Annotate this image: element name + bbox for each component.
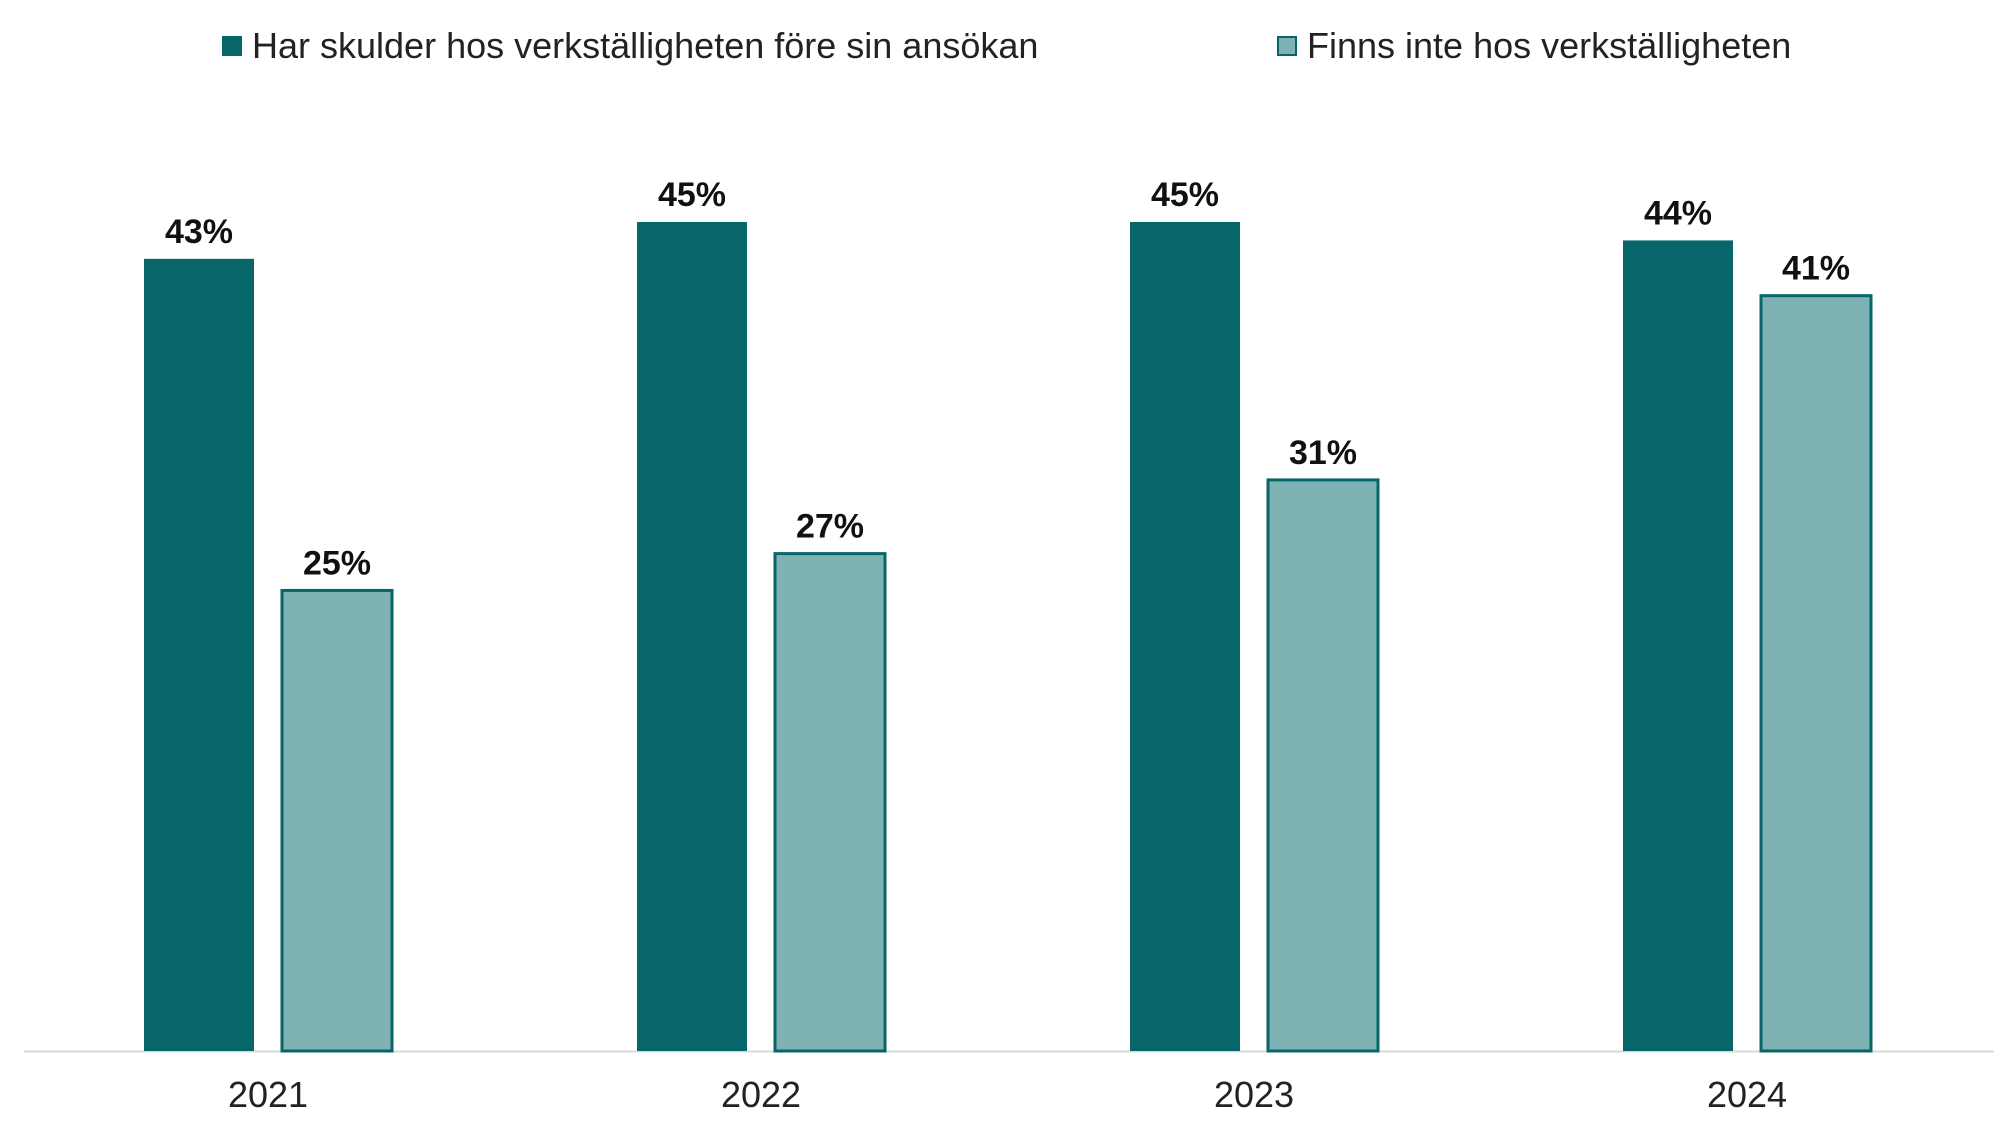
x-tick-label-2022: 2022 — [721, 1074, 801, 1115]
legend-label-series-2: Finns inte hos verkställigheten — [1307, 25, 1792, 66]
data-label-series-1-2021: 43% — [165, 213, 233, 251]
legend-swatch-series-2 — [1277, 36, 1297, 56]
data-label-series-2-2022: 27% — [796, 508, 864, 546]
data-label-series-2-2023: 31% — [1289, 434, 1357, 472]
x-tick-label-2024: 2024 — [1707, 1074, 1787, 1115]
data-label-series-2-2021: 25% — [303, 544, 371, 582]
data-label-series-1-2024: 44% — [1644, 194, 1712, 232]
legend-label-series-1: Har skulder hos verkställigheten före si… — [252, 25, 1039, 66]
bar-series-2-2021 — [280, 588, 394, 1053]
bar-series-2-2023 — [1266, 478, 1380, 1053]
bar-series-1-2023 — [1130, 222, 1240, 1051]
data-label-series-1-2022: 45% — [658, 176, 726, 214]
x-tick-label-2023: 2023 — [1214, 1074, 1294, 1115]
data-label-series-1-2023: 45% — [1151, 176, 1219, 214]
bar-series-2-2024 — [1759, 294, 1873, 1053]
x-tick-label-2021: 2021 — [228, 1074, 308, 1115]
legend: Har skulder hos verkställigheten före si… — [0, 22, 2000, 70]
data-label-series-2-2024: 41% — [1782, 250, 1850, 288]
bar-series-1-2021 — [144, 258, 254, 1051]
bar-series-1-2024 — [1623, 240, 1733, 1051]
legend-item-series-2: Finns inte hos verkställigheten — [1277, 22, 1791, 70]
legend-item-series-1: Har skulder hos verkställigheten före si… — [222, 22, 1038, 70]
bar-series-2-2022 — [773, 552, 887, 1053]
bar-series-1-2022 — [637, 222, 747, 1051]
legend-swatch-series-1 — [222, 36, 242, 56]
